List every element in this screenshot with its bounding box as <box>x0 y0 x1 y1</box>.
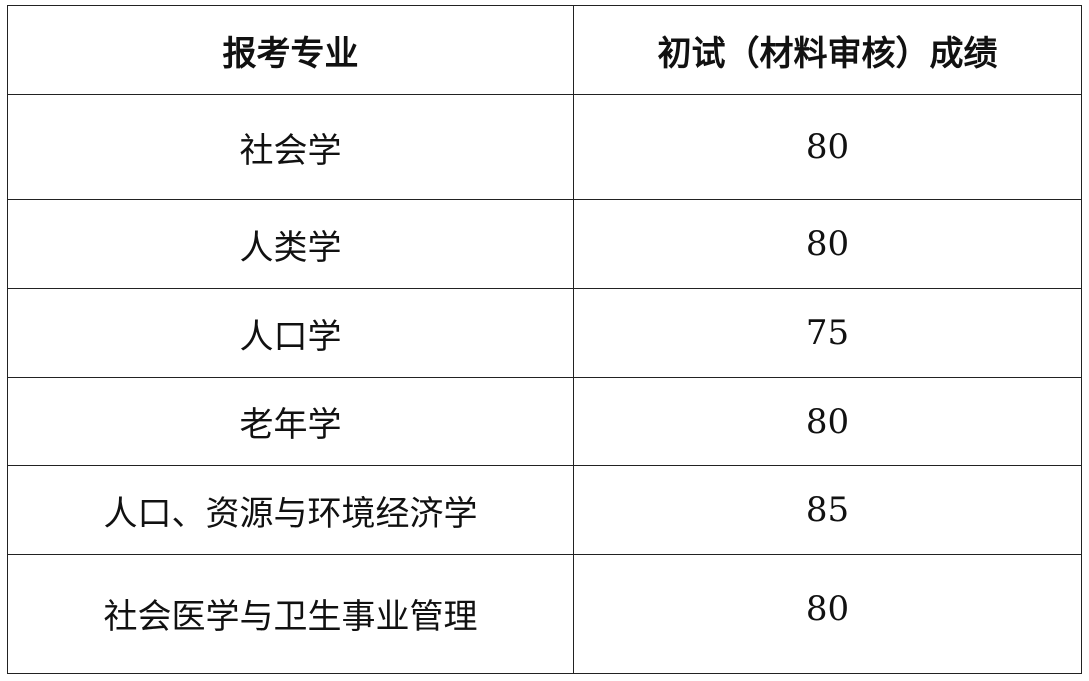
table-row: 人口、资源与环境经济学 85 <box>7 465 1082 555</box>
score-cell: 80 <box>573 377 1082 466</box>
table-row: 社会医学与卫生事业管理 80 <box>7 554 1082 674</box>
major-cell: 社会学 <box>7 94 574 200</box>
score-cell: 80 <box>573 94 1082 200</box>
table-row: 社会学 80 <box>7 94 1082 200</box>
major-cell: 人口、资源与环境经济学 <box>7 465 574 555</box>
header-score: 初试（材料审核）成绩 <box>573 5 1082 95</box>
header-major: 报考专业 <box>7 5 574 95</box>
major-cell: 老年学 <box>7 377 574 466</box>
score-cell: 80 <box>573 554 1082 674</box>
score-table: 报考专业 初试（材料审核）成绩 社会学 80 人类学 80 人口学 75 老年学… <box>7 5 1082 674</box>
table-row: 人类学 80 <box>7 199 1082 289</box>
table-row: 人口学 75 <box>7 288 1082 378</box>
header-row: 报考专业 初试（材料审核）成绩 <box>7 5 1082 95</box>
major-cell: 人类学 <box>7 199 574 289</box>
score-cell: 80 <box>573 199 1082 289</box>
table-row: 老年学 80 <box>7 377 1082 466</box>
major-cell: 人口学 <box>7 288 574 378</box>
major-cell: 社会医学与卫生事业管理 <box>7 554 574 674</box>
score-cell: 85 <box>573 465 1082 555</box>
score-cell: 75 <box>573 288 1082 378</box>
